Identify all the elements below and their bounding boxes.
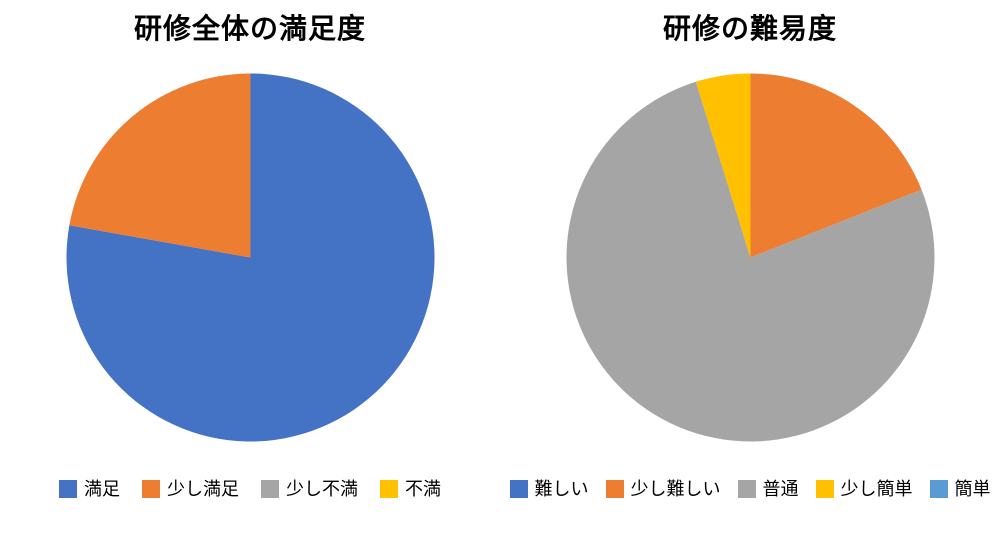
pie-slice-3-少し簡単	[695, 73, 750, 258]
legend-label-0: 満足	[84, 479, 120, 499]
legend-label-4: 簡単	[954, 479, 991, 499]
pie-slice-1-少し難しい	[750, 73, 922, 258]
legend-label-2: 少し不満	[286, 479, 358, 499]
legend-label-2: 普通	[762, 479, 799, 499]
legend-label-3: 不満	[405, 479, 441, 499]
legend-swatch-0	[59, 480, 77, 498]
legend-item-2-少し不満: 少し不満	[261, 479, 358, 499]
legend-item-3-少し簡単: 少し簡単	[815, 479, 913, 499]
chart-difficulty: 研修の難易度 難しい 少し難しい 普通 少し簡単 簡単	[500, 0, 1000, 550]
chart-title-difficulty: 研修の難易度	[662, 13, 837, 44]
legend-swatch-0	[509, 480, 528, 498]
pie-slice-1-少し満足	[68, 73, 250, 258]
legend-swatch-1	[142, 480, 160, 498]
legend-swatch-4	[929, 480, 948, 498]
chart-satisfaction: 研修全体の満足度 満足 少し満足 少し不満 不満	[0, 13, 500, 499]
legend-item-1-少し満足: 少し満足	[142, 479, 239, 499]
pie-slice-0-満足	[66, 73, 435, 442]
legend-label-0: 難しい	[534, 479, 589, 499]
legend-item-4-簡単: 簡単	[929, 479, 991, 499]
legend-satisfaction: 満足 少し満足 少し不満 不満	[0, 479, 500, 499]
legend-item-0-満足: 満足	[59, 479, 120, 499]
legend-swatch-2	[737, 480, 756, 498]
legend-item-1-少し難しい: 少し難しい	[605, 479, 721, 499]
legend-item-2-普通: 普通	[737, 479, 799, 499]
legend-item-3-不満: 不満	[380, 479, 441, 499]
legend-swatch-1	[605, 480, 624, 498]
legend-swatch-3	[815, 480, 834, 498]
legend-label-3: 少し簡単	[840, 479, 913, 499]
chart-title-satisfaction: 研修全体の満足度	[133, 13, 366, 44]
pie-difficulty	[565, 73, 934, 442]
legend-label-1: 少し満足	[167, 479, 239, 499]
legend-swatch-2	[261, 480, 279, 498]
legend-label-1: 少し難しい	[630, 479, 721, 499]
legend-item-0-難しい: 難しい	[509, 479, 589, 499]
legend-difficulty: 難しい 少し難しい 普通 少し簡単 簡単	[500, 479, 1000, 499]
pie-satisfaction	[66, 73, 435, 442]
legend-swatch-3	[380, 480, 398, 498]
pie-slice-2-普通	[565, 81, 934, 442]
